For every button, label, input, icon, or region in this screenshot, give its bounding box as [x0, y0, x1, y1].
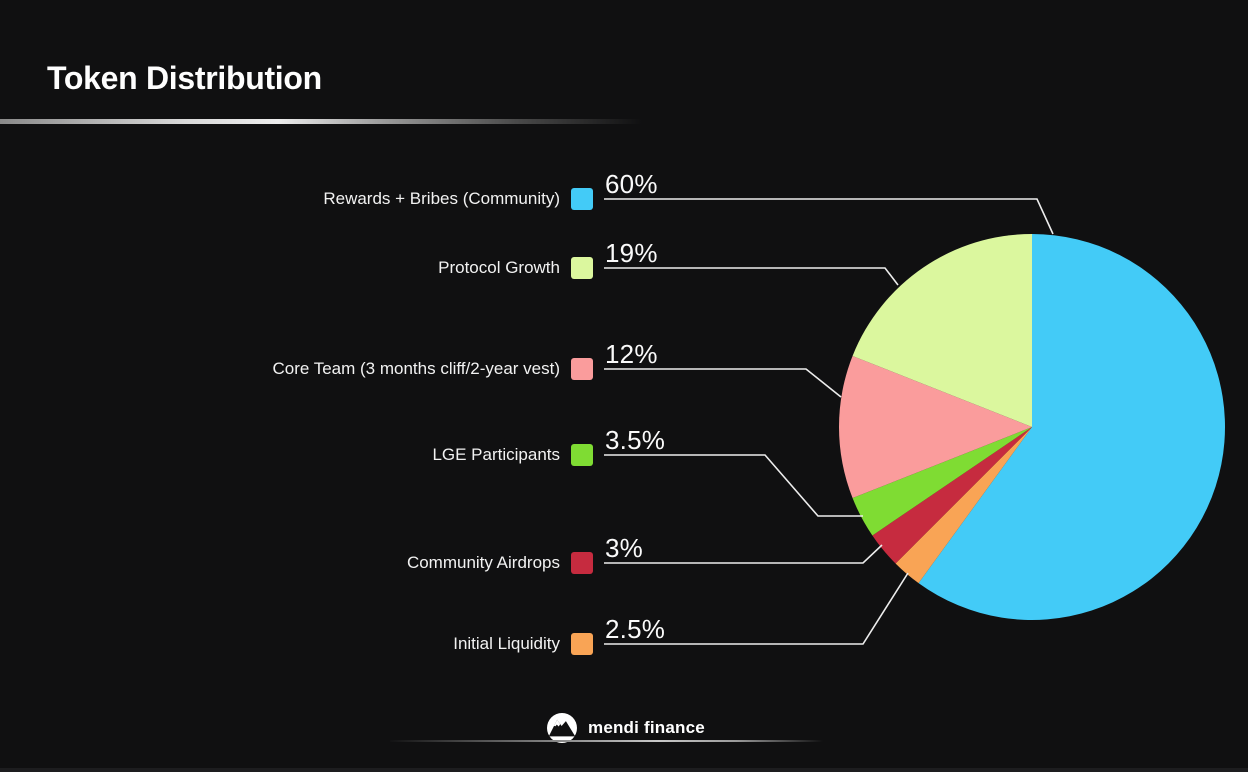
leader-line-initial-liquidity — [604, 572, 909, 645]
pie-slice-core-team-3-months-cliff-2-year-vest — [838, 355, 1032, 499]
leader-line-protocol-growth — [604, 267, 899, 286]
pie-slice-initial-liquidity — [895, 427, 1032, 584]
bottom-band — [0, 768, 1248, 772]
legend-label: Protocol Growth — [438, 258, 560, 277]
legend-item-initial-liquidity: Initial Liquidity — [453, 632, 593, 656]
title-divider — [0, 119, 662, 124]
leader-line-community-airdrops — [604, 544, 883, 564]
legend-item-rewards-bribes: Rewards + Bribes (Community) — [323, 187, 593, 211]
page-title: Token Distribution — [47, 60, 322, 96]
leader-line-rewards-bribes — [604, 198, 1054, 235]
legend-value-community-airdrops: 3% — [605, 533, 643, 563]
legend-swatch-rewards-bribes — [571, 188, 593, 210]
legend-item-community-airdrops: Community Airdrops — [407, 551, 593, 575]
pie — [838, 234, 1226, 620]
pie-slice-rewards-bribes-community — [918, 234, 1226, 620]
legend-swatch-community-airdrops — [571, 552, 593, 574]
legend-value-core-team: 12% — [605, 339, 658, 369]
brand-name: mendi finance — [588, 718, 705, 737]
legend-swatch-protocol-growth — [571, 257, 593, 279]
legend-swatch-lge-participants — [571, 444, 593, 466]
legend-value-initial-liquidity: 2.5% — [605, 614, 666, 644]
legend-value-protocol-growth: 19% — [605, 238, 658, 268]
leader-lines — [604, 198, 1054, 645]
pie-slice-lge-participants — [852, 427, 1032, 536]
footer-divider — [390, 740, 823, 742]
footer: mendi finance — [546, 710, 705, 746]
legend-item-lge-participants: LGE Participants — [432, 443, 593, 467]
pie-slice-community-airdrops — [872, 427, 1032, 564]
legend-item-core-team: Core Team (3 months cliff/2-year vest) — [272, 357, 593, 381]
legend-value-lge-participants: 3.5% — [605, 425, 666, 455]
legend-label: Rewards + Bribes (Community) — [323, 189, 560, 208]
legend-label: Initial Liquidity — [453, 634, 560, 653]
leader-line-lge-participants — [604, 454, 863, 517]
legend-item-protocol-growth: Protocol Growth — [438, 256, 593, 280]
legend-value-rewards-bribes: 60% — [605, 169, 658, 199]
legend-swatch-initial-liquidity — [571, 633, 593, 655]
leader-line-core-team — [604, 368, 842, 398]
legend-label: Community Airdrops — [406, 553, 560, 572]
pie-slice-protocol-growth — [852, 234, 1032, 427]
legend-label: LGE Participants — [432, 445, 560, 464]
legend-swatch-core-team — [571, 358, 593, 380]
mountain-logo-icon — [547, 713, 577, 743]
legend-label: Core Team (3 months cliff/2-year vest) — [272, 359, 560, 378]
